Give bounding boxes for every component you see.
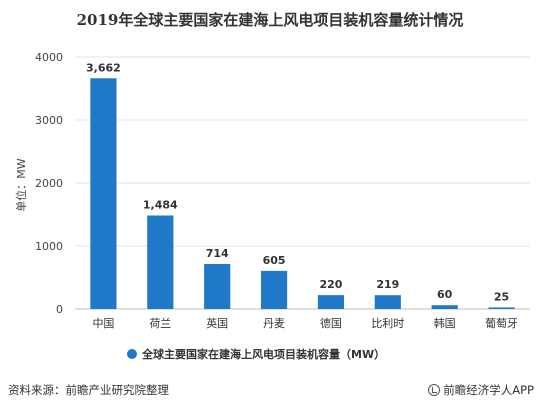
data-label: 220 xyxy=(319,278,342,291)
bars xyxy=(90,78,515,309)
data-labels: 3,662 1,484 714 605 220 219 60 25 xyxy=(86,61,509,303)
legend: 全球主要国家在建海上风电项目装机容量（MW） xyxy=(127,347,385,361)
bar xyxy=(260,270,288,309)
data-label: 714 xyxy=(206,247,229,260)
credit-text: 前瞻经济学人APP xyxy=(443,383,534,397)
data-label: 605 xyxy=(263,254,286,267)
y-tick-label: 2000 xyxy=(35,177,63,190)
x-category-label: 丹麦 xyxy=(263,317,285,330)
x-category-label: 德国 xyxy=(320,316,342,330)
bar xyxy=(317,295,345,309)
legend-marker xyxy=(127,349,137,359)
y-tick-label: 1000 xyxy=(35,240,63,253)
y-axis-ticks: 0 1000 2000 3000 4000 xyxy=(35,51,63,316)
y-axis-label: 单位：MW xyxy=(14,158,28,211)
data-label: 3,662 xyxy=(86,61,121,74)
x-category-label: 中国 xyxy=(92,317,114,330)
bar xyxy=(431,305,458,309)
y-tick-label: 4000 xyxy=(35,51,63,64)
data-label: 1,484 xyxy=(143,199,178,212)
bar xyxy=(488,307,515,309)
x-category-label: 比利时 xyxy=(371,317,404,330)
bar xyxy=(204,264,231,309)
x-axis-categories: 中国 荷兰 英国 丹麦 德国 比利时 韩国 葡萄牙 xyxy=(92,316,518,330)
chart: 2019年全球主要国家在建海上风电项目装机容量统计情况 0 1000 2000 300… xyxy=(14,11,530,361)
credit-note: 前瞻经济学人APP xyxy=(428,382,534,398)
y-tick-label: 0 xyxy=(56,303,63,316)
x-category-label: 英国 xyxy=(206,316,228,330)
bar xyxy=(147,215,174,309)
y-tick-label: 3000 xyxy=(35,114,63,127)
x-category-label: 葡萄牙 xyxy=(485,317,518,330)
data-label: 219 xyxy=(376,278,399,291)
brand-logo-icon xyxy=(428,384,441,396)
chart-title: 2019年全球主要国家在建海上风电项目装机容量统计情况 xyxy=(77,11,464,29)
x-category-label: 荷兰 xyxy=(149,317,171,330)
legend-label: 全球主要国家在建海上风电项目装机容量（MW） xyxy=(141,347,385,361)
bar xyxy=(90,78,117,309)
bar xyxy=(374,295,401,309)
x-category-label: 韩国 xyxy=(434,316,456,330)
source-note: 资料来源：前瞻产业研究院整理 xyxy=(8,383,169,397)
gridlines xyxy=(75,56,530,247)
data-label: 25 xyxy=(494,290,509,303)
data-label: 60 xyxy=(437,288,453,301)
